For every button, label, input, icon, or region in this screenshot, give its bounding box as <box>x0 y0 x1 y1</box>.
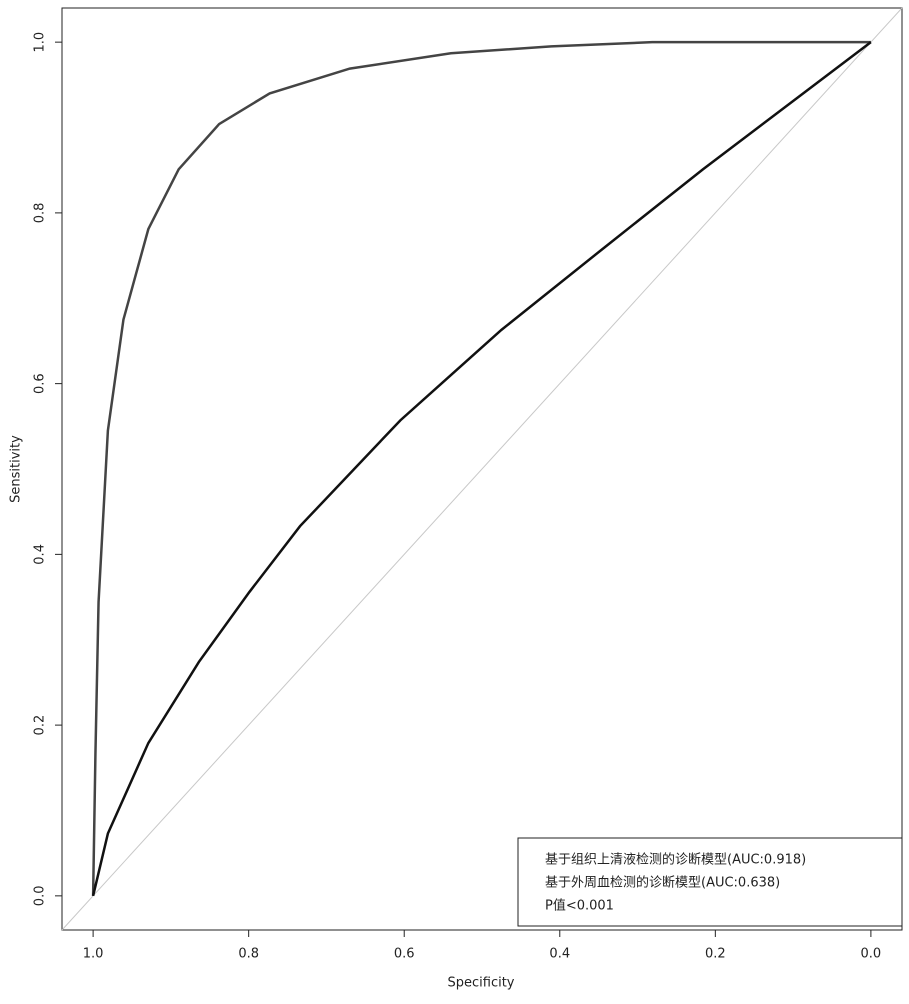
y-tick-label: 0.2 <box>33 715 48 736</box>
reference-diagonal <box>61 7 903 931</box>
x-tick-label: 1.0 <box>83 947 104 962</box>
roc-curve <box>91 40 871 896</box>
x-tick-label: 0.0 <box>861 947 882 962</box>
legend-box <box>517 837 903 927</box>
x-tick-label: 0.8 <box>238 947 259 962</box>
y-tick-label: 0.0 <box>33 886 48 907</box>
legend-entry: 基于组织上清液检测的诊断模型(AUC:0.918) <box>545 852 806 868</box>
y-tick-label: 0.6 <box>33 373 48 394</box>
x-tick-label: 0.6 <box>394 947 415 962</box>
y-tick-label: 0.8 <box>33 203 48 224</box>
plot-frame <box>61 7 903 931</box>
x-axis-label: Specificity <box>448 976 515 991</box>
annotation: P值<0.001 <box>545 898 614 914</box>
legend-entry: 基于外周血检测的诊断模型(AUC:0.638) <box>545 875 780 891</box>
y-tick-label: 0.4 <box>33 544 48 565</box>
y-axis-label: Sensitivity <box>9 435 24 503</box>
roc-curve <box>91 41 872 897</box>
x-tick-label: 0.4 <box>549 947 570 962</box>
x-tick-label: 0.2 <box>705 947 726 962</box>
y-tick-label: 1.0 <box>33 32 48 53</box>
